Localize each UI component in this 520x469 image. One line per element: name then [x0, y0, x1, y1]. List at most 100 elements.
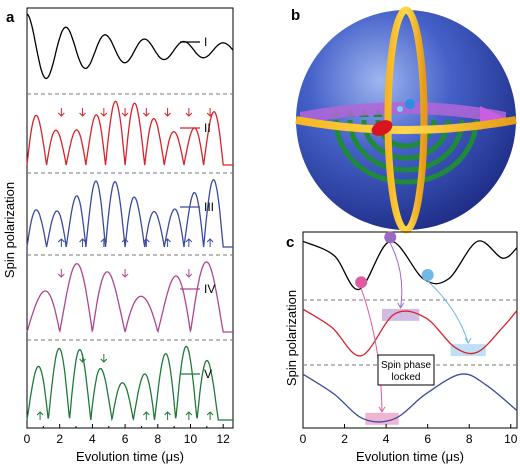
- panel-a-tick-label: 8: [154, 432, 161, 446]
- marker-dot: [421, 269, 434, 281]
- bloch-sphere: [296, 10, 516, 230]
- phase-locked-band: [381, 308, 420, 321]
- green-arc-1: [333, 119, 479, 185]
- panel-a-curves: [26, 13, 234, 422]
- blue-spin: [405, 99, 415, 109]
- series-V-arrow-down: [79, 354, 86, 363]
- panel-a-y-axis-label: Spin polarization: [2, 182, 17, 278]
- series-III-arrow-up: [206, 238, 214, 247]
- panel-c-tick-label: 8: [466, 432, 473, 446]
- light-blue-spin: [397, 106, 403, 112]
- series-II-line: [26, 100, 233, 166]
- series-IV-arrow-down: [185, 269, 193, 278]
- series-IV-arrow-down: [121, 269, 129, 278]
- panel-c-letter: c: [286, 234, 294, 251]
- series-IV-arrow-down: [57, 269, 65, 278]
- panel-c-tick-label: 2: [341, 432, 348, 446]
- series-V-arrow-down: [100, 354, 108, 363]
- series-III-arrow-up: [185, 238, 193, 247]
- series-II-arrow-down: [206, 108, 214, 117]
- series-V-arrow-up: [206, 411, 214, 420]
- panel-c-curve-1: [302, 240, 518, 291]
- unused-spacer: [260, 112, 284, 124]
- series-V-arrow-up: [164, 411, 171, 420]
- vertical-ring: [384, 6, 428, 234]
- legend-IV-label: IV: [204, 282, 215, 296]
- green-arc-2: [347, 119, 465, 173]
- series-III-arrow-up: [121, 238, 129, 247]
- panel-a-tick-label: 2: [56, 432, 63, 446]
- series-II-arrow-down: [142, 108, 150, 117]
- legend-II-label: II: [204, 121, 211, 135]
- panel-c: c Spin polarization Spin phase locked 0 2…: [284, 231, 518, 464]
- series-II-arrow-down: [185, 108, 193, 117]
- marker-connector-arrow: [397, 302, 405, 309]
- marker-connector: [360, 288, 383, 412]
- marker-connector: [389, 243, 403, 308]
- series-IV-line: [26, 261, 233, 334]
- panel-a-tick-label: 0: [24, 432, 31, 446]
- panel-c-curve-3: [302, 373, 518, 423]
- legend-III-label: III: [204, 200, 214, 214]
- panel-a-tick-label: 4: [89, 432, 96, 446]
- series-II-arrow-down: [100, 108, 108, 117]
- legend-I-label: I: [204, 35, 207, 49]
- horizontal-ring-front: [295, 116, 517, 134]
- panel-c-x-ticks: 0 2 4 6 8 10: [300, 424, 518, 446]
- series-V-line: [26, 345, 233, 422]
- green-arc-3: [361, 119, 451, 161]
- panel-c-tick-label: 10: [504, 432, 518, 446]
- panel-c-tick-label: 4: [383, 432, 390, 446]
- panel-c-markers: [355, 231, 434, 289]
- series-V-arrow-up: [142, 411, 150, 420]
- panel-c-frame: [302, 231, 518, 429]
- annotation-text-line-1: Spin phase: [381, 360, 431, 371]
- panel-c-curves: [302, 240, 518, 423]
- panel-c-connectors: [360, 243, 472, 413]
- series-III-arrow-up: [79, 238, 86, 247]
- panel-c-x-axis-label: Evolution time (μs): [356, 449, 464, 464]
- legend-V-label: V: [204, 367, 212, 381]
- series-II-arrow-down: [57, 108, 65, 117]
- series-II-arrow-down: [79, 108, 86, 117]
- marker-connector: [427, 280, 469, 344]
- panel-c-curve-2: [302, 308, 518, 357]
- panel-b: b: [260, 6, 517, 234]
- series-I-line: [26, 13, 234, 80]
- panel-a-arrows: [36, 108, 214, 420]
- series-III-line: [26, 179, 233, 248]
- series-II-arrow-down: [164, 108, 171, 117]
- series-III-arrow-up: [164, 238, 171, 247]
- panel-a-tick-label: 6: [122, 432, 129, 446]
- annotation-box: Spin phase locked: [377, 354, 435, 386]
- panel-b-letter: b: [291, 7, 300, 24]
- series-III-arrow-up: [57, 238, 65, 247]
- panel-a-letter: a: [6, 9, 15, 26]
- panel-a-tick-label: 12: [217, 432, 231, 446]
- panel-a-x-ticks: 0 2 4 6 8 10 12: [24, 424, 231, 446]
- annotation-box-frame: [377, 354, 435, 386]
- panel-c-y-axis-label: Spin polarization: [284, 290, 299, 386]
- marker-dot: [355, 276, 368, 289]
- series-III-arrow-up: [142, 238, 150, 247]
- marker-dot: [384, 231, 397, 244]
- panel-c-tick-label: 0: [300, 432, 307, 446]
- series-II-arrow-down: [121, 108, 129, 117]
- series-V-arrow-up: [36, 411, 44, 420]
- annotation-text-line-2: locked: [392, 372, 421, 383]
- series-V-arrow-up: [185, 411, 193, 420]
- purple-equator-band: [300, 102, 506, 124]
- phase-locked-band: [450, 344, 486, 357]
- panel-a-dividers: [27, 93, 233, 341]
- panel-a-x-axis-label: Evolution time (μs): [76, 449, 184, 464]
- red-spin: [371, 120, 393, 136]
- series-III-arrow-up: [100, 238, 108, 247]
- panel-c-tick-label: 6: [424, 432, 431, 446]
- panel-a-tick-label: 10: [184, 432, 198, 446]
- panel-a-frame: [26, 7, 234, 429]
- marker-connector-arrow: [464, 337, 472, 345]
- marker-connector-arrow: [378, 406, 386, 413]
